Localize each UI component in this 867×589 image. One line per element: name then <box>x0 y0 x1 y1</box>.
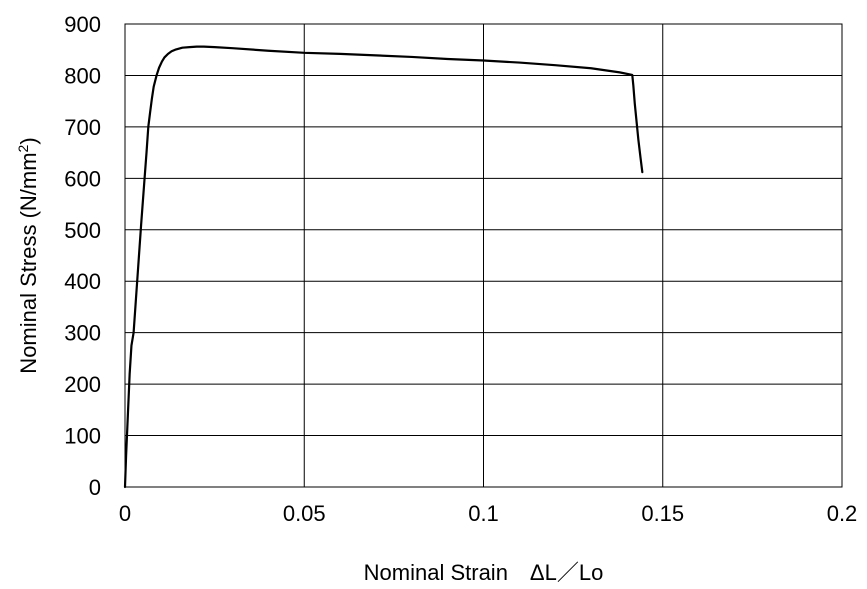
y-tick-label: 800 <box>64 63 101 88</box>
y-tick-label: 500 <box>64 218 101 243</box>
grid-lines <box>124 23 843 488</box>
y-tick-labels: 0 100 200 300 400 500 600 700 800 900 <box>64 12 101 500</box>
y-tick-label: 600 <box>64 166 101 191</box>
x-tick-label: 0 <box>119 501 131 526</box>
x-tick-label: 0.05 <box>283 501 326 526</box>
y-axis-label-superscript: 2 <box>15 144 31 152</box>
y-axis-label-close: ) <box>16 137 41 144</box>
plot-area-frame <box>124 23 843 488</box>
x-tick-label: 0.2 <box>827 501 858 526</box>
y-tick-label: 100 <box>64 424 101 449</box>
y-tick-label: 700 <box>64 115 101 140</box>
series-layer <box>123 45 644 489</box>
x-axis-label: Nominal Strain ΔL／Lo <box>364 560 604 585</box>
y-tick-label: 300 <box>64 321 101 346</box>
x-tick-label: 0.15 <box>641 501 684 526</box>
y-tick-label: 0 <box>89 475 101 500</box>
y-tick-label: 400 <box>64 269 101 294</box>
y-axis-label-text: Nominal Stress (N/mm <box>16 152 41 373</box>
x-tick-labels: 0 0.05 0.1 0.15 0.2 <box>119 501 857 526</box>
y-tick-label: 200 <box>64 372 101 397</box>
x-tick-label: 0.1 <box>468 501 499 526</box>
y-tick-label: 900 <box>64 12 101 37</box>
y-axis-label: Nominal Stress (N/mm2) <box>15 137 41 373</box>
series-line <box>123 45 644 489</box>
